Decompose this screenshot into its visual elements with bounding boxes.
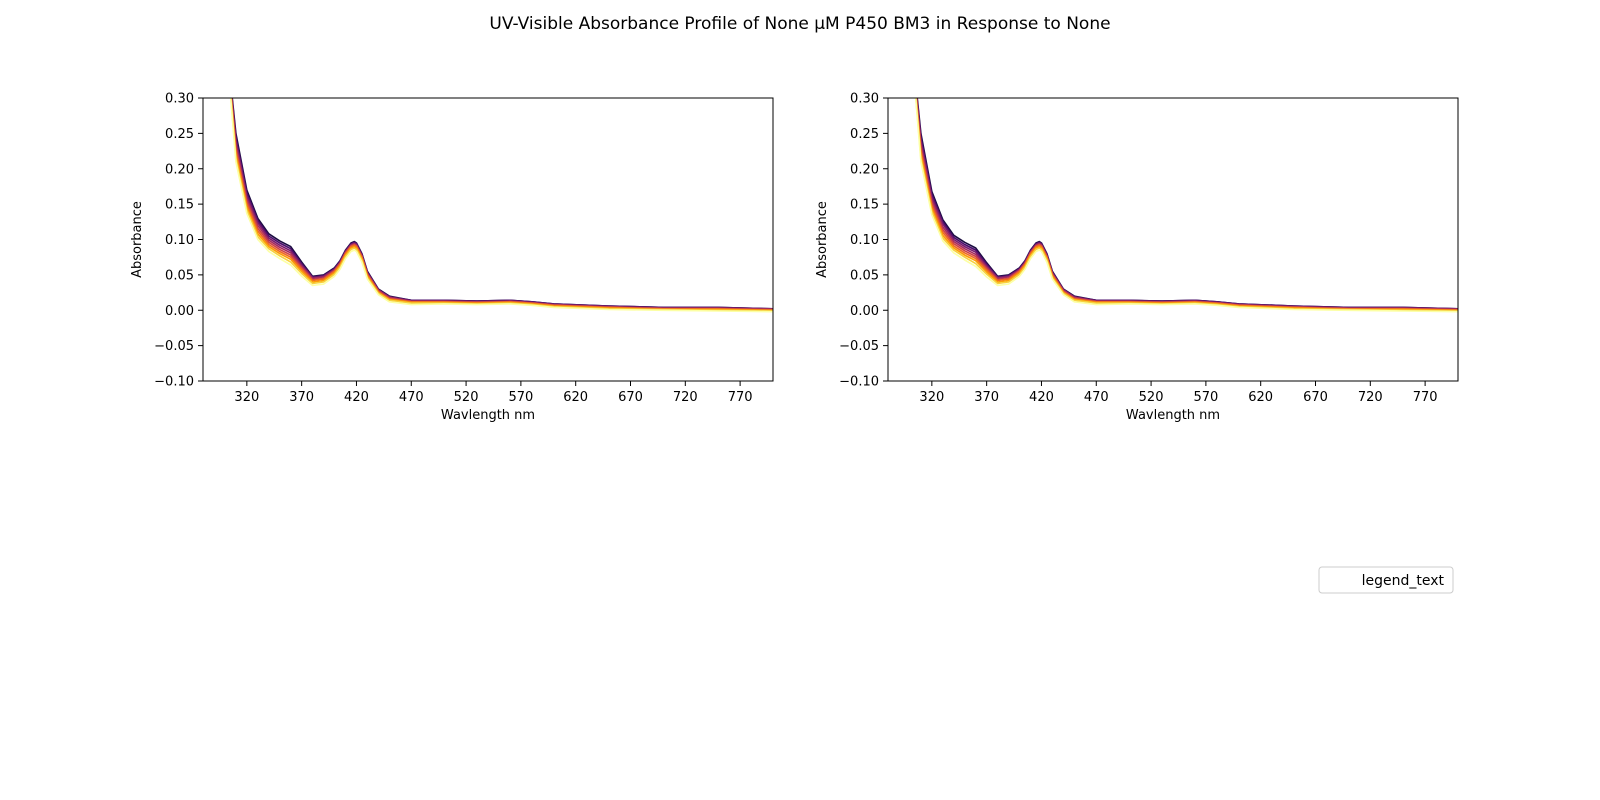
x-tick-label: 670 xyxy=(618,390,643,405)
series-line-6 xyxy=(915,98,1458,312)
series-group xyxy=(229,98,773,313)
left-plot-axes: 320 370 420 470 520 570 620 670 720 770 −0.10 −0.05… xyxy=(130,92,774,423)
y-tick-label: 0.00 xyxy=(850,304,879,319)
y-tick-label: 0.20 xyxy=(850,162,879,177)
y-tick-label: 0.05 xyxy=(165,268,194,283)
x-tick-label: 670 xyxy=(1303,390,1328,405)
series-line-2 xyxy=(916,98,1458,310)
series-line-7 xyxy=(230,98,773,312)
series-line-4 xyxy=(230,98,773,311)
y-tick-label: 0.10 xyxy=(165,233,194,248)
x-tick-label: 320 xyxy=(919,390,944,405)
series-line-7 xyxy=(915,98,1458,312)
y-tick-label: −0.10 xyxy=(154,375,194,390)
plot-frame xyxy=(887,97,1459,382)
x-tick-label: 320 xyxy=(234,390,259,405)
y-tick-label: 0.30 xyxy=(850,92,879,107)
x-axis-label: Wavlength nm xyxy=(441,408,535,423)
x-tick-label: 720 xyxy=(1358,390,1383,405)
x-tick-label: 420 xyxy=(344,390,369,405)
y-tick-label: −0.05 xyxy=(839,339,879,354)
y-tick-label: 0.15 xyxy=(165,198,194,213)
x-tick-label: 370 xyxy=(289,390,314,405)
y-tick-label: 0.05 xyxy=(850,268,879,283)
y-tick-label: −0.10 xyxy=(839,375,879,390)
y-axis-label: Absorbance xyxy=(130,201,145,278)
legend-label: legend_text xyxy=(1362,573,1445,589)
series-line-4 xyxy=(915,98,1458,311)
series-line-5 xyxy=(915,98,1458,311)
x-tick-label: 470 xyxy=(399,390,424,405)
series-group xyxy=(914,98,1458,313)
x-tick-label: 370 xyxy=(974,390,999,405)
x-tick-label: 570 xyxy=(1193,390,1218,405)
y-tick-label: 0.20 xyxy=(165,162,194,177)
legend: legend_text xyxy=(1318,566,1454,594)
plot-frame xyxy=(202,97,774,382)
series-line-9 xyxy=(914,98,1458,313)
figure-title: UV-Visible Absorbance Profile of None µM… xyxy=(489,14,1110,34)
y-tick-label: 0.10 xyxy=(850,233,879,248)
x-tick-label: 570 xyxy=(508,390,533,405)
x-tick-label: 720 xyxy=(673,390,698,405)
series-line-3 xyxy=(915,98,1458,310)
series-line-1 xyxy=(231,98,773,310)
x-tick-label: 770 xyxy=(1413,390,1438,405)
x-tick-label: 520 xyxy=(1139,390,1164,405)
right-plot-axes: 320 370 420 470 520 570 620 670 720 770 −0.10 −0.05… xyxy=(815,92,1459,423)
y-tick-label: 0.30 xyxy=(165,92,194,107)
legend-frame xyxy=(1318,566,1454,594)
x-tick-label: 770 xyxy=(728,390,753,405)
x-tick-label: 620 xyxy=(1248,390,1273,405)
x-tick-label: 620 xyxy=(563,390,588,405)
x-tick-label: 520 xyxy=(454,390,479,405)
series-line-2 xyxy=(231,98,773,310)
series-line-9 xyxy=(229,98,773,313)
x-tick-label: 420 xyxy=(1029,390,1054,405)
y-axis-label: Absorbance xyxy=(815,201,830,278)
y-tick-label: 0.25 xyxy=(165,127,194,142)
y-tick-label: 0.25 xyxy=(850,127,879,142)
x-tick-label: 470 xyxy=(1084,390,1109,405)
series-line-6 xyxy=(230,98,773,312)
y-tick-label: 0.00 xyxy=(165,304,194,319)
y-tick-label: 0.15 xyxy=(850,198,879,213)
y-tick-label: −0.05 xyxy=(154,339,194,354)
series-line-1 xyxy=(916,98,1458,310)
x-axis-label: Wavlength nm xyxy=(1126,408,1220,423)
series-line-5 xyxy=(230,98,773,311)
series-line-3 xyxy=(230,98,773,310)
